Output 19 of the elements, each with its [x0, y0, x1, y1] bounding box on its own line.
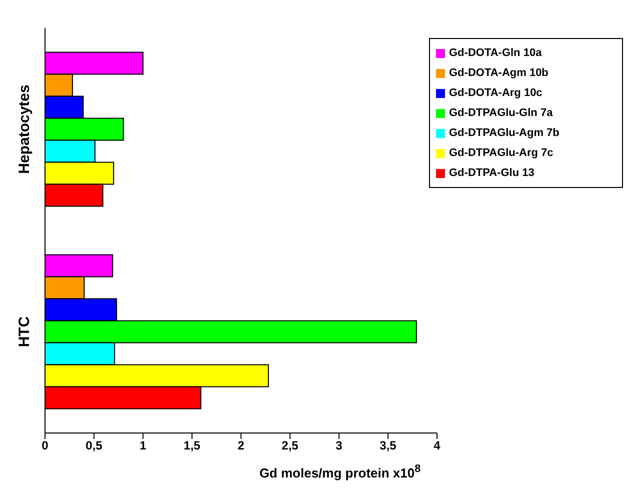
x-tick-label: 4 — [434, 438, 441, 453]
x-tick-label: 3,5 — [380, 438, 397, 453]
legend-label: Gd-DOTA-Agm 10b — [449, 67, 548, 79]
legend-label: Gd-DTPAGlu-Arg 7c — [449, 147, 554, 159]
legend-label: Gd-DTPA-Glu 13 — [449, 167, 534, 179]
x-tick-label: 0 — [42, 438, 49, 453]
legend-label: Gd-DTPAGlu-Gln 7a — [449, 107, 553, 119]
legend-label: Gd-DTPAGlu-Agm 7b — [449, 127, 560, 139]
x-tick-label: 3 — [336, 438, 343, 453]
legend-label: Gd-DOTA-Arg 10c — [449, 87, 542, 99]
y-tick-label: Hepatocytes — [16, 84, 33, 174]
x-tick-label: 2 — [238, 438, 245, 453]
legend-label: Gd-DOTA-Gln 10a — [449, 47, 542, 59]
x-tick-label: 2,5 — [282, 438, 299, 453]
x-tick-label: 1 — [140, 438, 147, 453]
x-tick-label: 0,5 — [86, 438, 103, 453]
x-tick-label: 1,5 — [184, 438, 201, 453]
x-axis-title: Gd moles/mg protein x10$^{8}$ — [258, 463, 422, 480]
y-tick-label: HTC — [16, 316, 33, 348]
